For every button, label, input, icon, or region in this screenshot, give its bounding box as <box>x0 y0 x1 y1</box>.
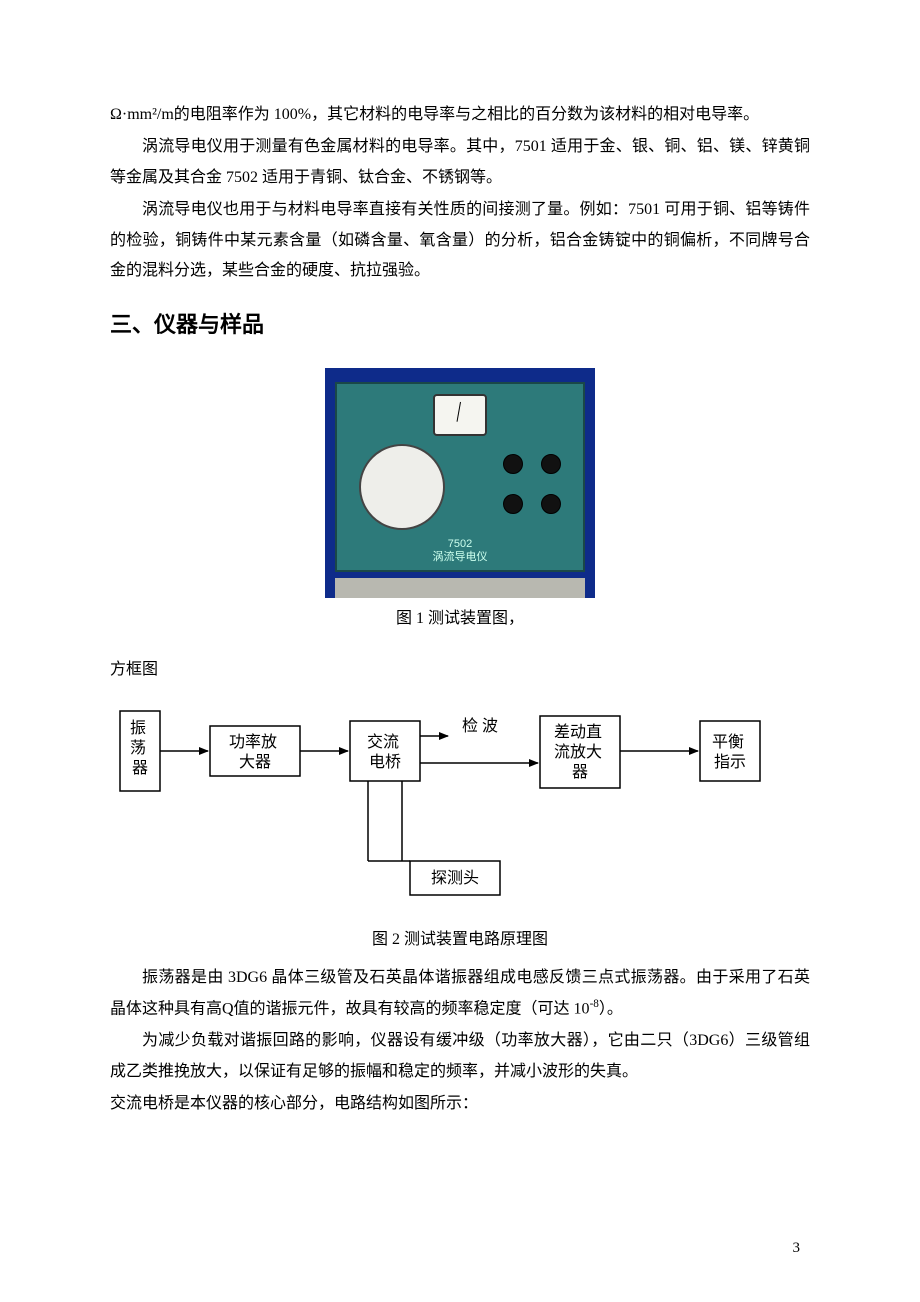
block-diagram-svg: 振 荡 器 功率放 大器 交流 电桥 检 波 差动直 流放大 器 平衡 指示 探… <box>110 691 810 921</box>
device-name-cn: 涡流导电仪 <box>433 551 488 564</box>
device-dial <box>359 444 445 530</box>
paragraph-resistivity: Ω·mm²/m的电阻率作为 100%，其它材料的电导率与之相比的百分数为该材料的… <box>110 100 810 130</box>
exponent: -8 <box>590 998 599 1010</box>
device-base <box>335 578 585 598</box>
page-number: 3 <box>793 1234 801 1263</box>
device-knob <box>503 494 523 514</box>
text: 涡流导电仪用于测量有色金属材料的电导率。其中，7501 适用于金、银、铜、铝、镁… <box>110 138 810 185</box>
text: Ω·mm²/m的电阻率作为 100%，其它材料的电导率与之相比的百分数为该材料的… <box>110 106 759 123</box>
paragraph-usage-2: 涡流导电仪也用于与材料电导率直接有关性质的间接测了量。例如：7501 可用于铜、… <box>110 195 810 286</box>
device-model: 7502 <box>433 538 488 551</box>
device-photo: 7502 涡流导电仪 <box>325 368 595 598</box>
device-knob <box>541 494 561 514</box>
device-meter <box>433 394 487 436</box>
paragraph-usage-1: 涡流导电仪用于测量有色金属材料的电导率。其中，7501 适用于金、银、铜、铝、镁… <box>110 132 810 193</box>
text: 为减少负载对谐振回路的影响，仪器设有缓冲级（功率放大器），它由二只（3DG6）三… <box>110 1032 810 1079</box>
paragraph-oscillator: 振荡器是由 3DG6 晶体三级管及石英晶体谐振器组成电感反馈三点式振荡器。由于采… <box>110 963 810 1024</box>
figure-2-caption: 图 2 测试装置电路原理图 <box>110 925 810 955</box>
text: 交流电桥是本仪器的核心部分，电路结构如图所示： <box>110 1095 478 1112</box>
detector-label: 检 波 <box>462 717 498 735</box>
text-suffix: ）。 <box>599 1000 623 1017</box>
device-knob <box>503 454 523 474</box>
section-3-heading: 三、仪器与样品 <box>110 304 810 346</box>
device-body: 7502 涡流导电仪 <box>335 382 585 572</box>
paragraph-bridge-core: 交流电桥是本仪器的核心部分，电路结构如图所示： <box>110 1089 810 1119</box>
device-knob <box>541 454 561 474</box>
box-balance <box>700 721 760 781</box>
figure-1-caption: 图 1 测试装置图， <box>110 604 810 634</box>
text: 涡流导电仪也用于与材料电导率直接有关性质的间接测了量。例如：7501 可用于铜、… <box>110 201 810 279</box>
paragraph-buffer: 为减少负载对谐振回路的影响，仪器设有缓冲级（功率放大器），它由二只（3DG6）三… <box>110 1026 810 1087</box>
box-probe-label: 探测头 <box>431 869 479 887</box>
block-diagram: 振 荡 器 功率放 大器 交流 电桥 检 波 差动直 流放大 器 平衡 指示 探… <box>110 691 810 921</box>
block-diagram-label: 方框图 <box>110 655 810 685</box>
box-ac-bridge <box>350 721 420 781</box>
figure-1-wrap: 7502 涡流导电仪 图 1 测试装置图， <box>110 368 810 634</box>
device-label: 7502 涡流导电仪 <box>433 538 488 564</box>
box-oscillator-label: 振 荡 器 <box>130 719 150 777</box>
text-prefix: 振荡器是由 3DG6 晶体三级管及石英晶体谐振器组成电感反馈三点式振荡器。由于采… <box>110 969 810 1017</box>
